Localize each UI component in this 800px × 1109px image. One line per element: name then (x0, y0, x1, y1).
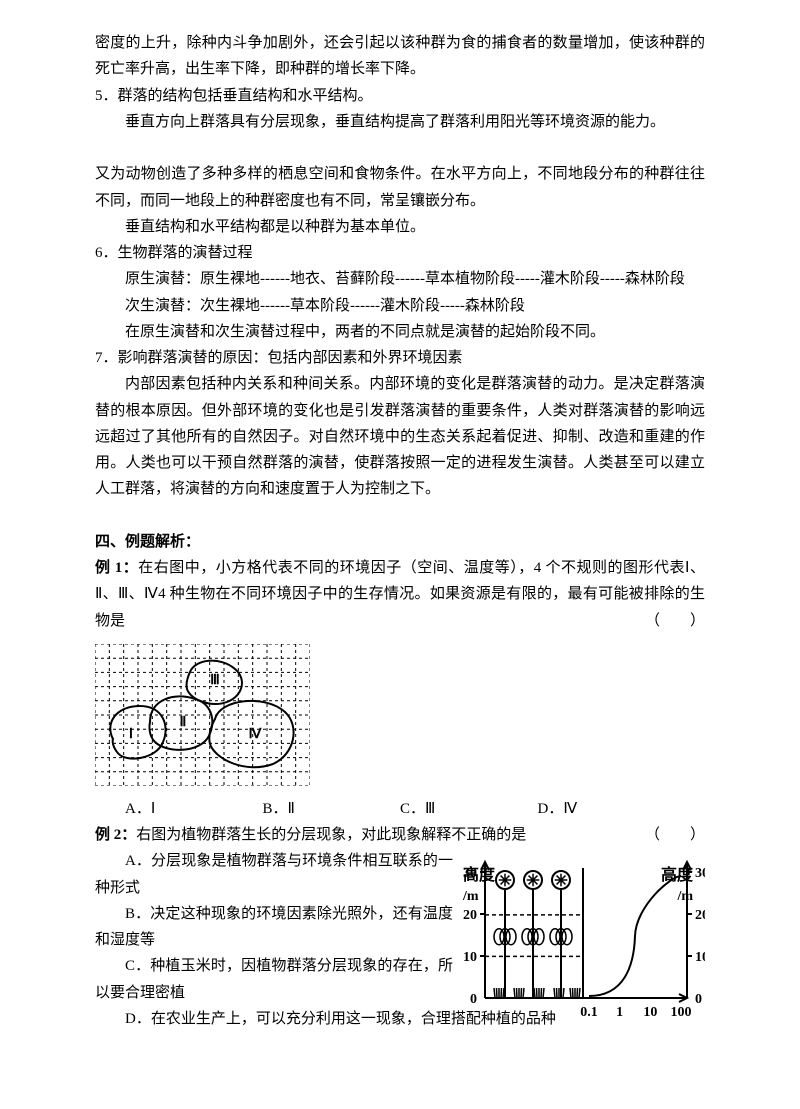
option-c: C．Ⅲ (400, 796, 538, 822)
svg-text:Ⅲ: Ⅲ (210, 673, 220, 688)
svg-text:0.1: 0.1 (580, 1005, 598, 1020)
paragraph: 次生演替：次生裸地------草本阶段------灌木阶段-----森林阶段 (95, 293, 705, 319)
svg-text:30: 30 (695, 866, 705, 881)
paragraph: 又为动物创造了多种多样的栖息空间和食物条件。在水平方向上，不同地段分布的种群往往… (95, 161, 705, 214)
svg-text:10: 10 (695, 950, 705, 965)
option-d: D．Ⅳ (538, 796, 676, 822)
svg-text:100: 100 (671, 1005, 692, 1020)
paragraph: 在原生演替和次生演替过程中，两者的不同点就是演替的起始阶段不同。 (95, 319, 705, 345)
option-a-text: A．分层现象是植物群落与环境条件相互联系的一种形式 (95, 848, 453, 901)
answer-blank: （ ） (645, 608, 705, 634)
example-2-wrap: 例 2：右图为植物群落生长的分层现象，对此现象解释不正确的是 （ ） A．分层现… (95, 822, 705, 1032)
example-text: 右图为植物群落生长的分层现象，对此现象解释不正确的是 (136, 827, 526, 843)
svg-text:/m: /m (676, 889, 693, 904)
paragraph: 原生演替：原生裸地------地衣、苔藓阶段------草本植物阶段-----灌… (95, 266, 705, 292)
svg-text:10: 10 (463, 950, 477, 965)
svg-text:1: 1 (616, 1005, 623, 1020)
example-text: 在右图中，小方格代表不同的环境因子（空间、温度等），4 个不规则的图形代表Ⅰ、Ⅱ… (95, 560, 705, 629)
svg-text:0: 0 (695, 992, 702, 1007)
section-heading: 四、例题解析： (95, 529, 705, 555)
paragraph: 垂直结构和水平结构都是以种群为基本单位。 (95, 214, 705, 240)
figure-2: 010203001020300.1110100高度/m高度/m (455, 850, 705, 1028)
heading-5: 5．群落的结构包括垂直结构和水平结构。 (95, 83, 705, 109)
svg-text:Ⅱ: Ⅱ (180, 715, 187, 730)
paragraph: 密度的上升，除种内斗争加剧外，还会引起以该种群为食的捕食者的数量增加，使该种群的… (95, 30, 705, 83)
options-row: A．Ⅰ B．Ⅱ C．Ⅲ D．Ⅳ (95, 796, 705, 822)
svg-text:10: 10 (643, 1005, 657, 1020)
option-b-text: B．决定这种现象的环境因素除光照外，还有温度和湿度等 (95, 901, 453, 954)
svg-text:高度: 高度 (661, 865, 694, 884)
heading-7: 7．影响群落演替的原因：包括内部因素和外界环境因素 (95, 345, 705, 371)
paragraph: 内部因素包括种内关系和种间关系。内部环境的变化是群落演替的动力。是决定群落演替的… (95, 371, 705, 502)
answer-blank: （ ） (645, 822, 705, 848)
figure-1: Ⅰ Ⅱ Ⅲ Ⅳ (95, 644, 705, 786)
svg-text:高度: 高度 (463, 865, 496, 884)
example-label: 例 2： (95, 827, 136, 843)
option-c-text: C．种植玉米时，因植物群落分层现象的存在，所以要合理密植 (95, 953, 453, 1006)
option-a: A．Ⅰ (125, 796, 263, 822)
svg-text:20: 20 (695, 908, 705, 923)
svg-text:0: 0 (470, 992, 477, 1007)
example-label: 例 1： (95, 560, 138, 576)
heading-6: 6．生物群落的演替过程 (95, 240, 705, 266)
example-1: 例 1：在右图中，小方格代表不同的环境因子（空间、温度等），4 个不规则的图形代… (95, 555, 705, 634)
svg-text:/m: /m (462, 889, 479, 904)
svg-text:20: 20 (463, 908, 477, 923)
paragraph: 垂直方向上群落具有分层现象，垂直结构提高了群落利用阳光等环境资源的能力。 (95, 109, 705, 135)
example-2: 例 2：右图为植物群落生长的分层现象，对此现象解释不正确的是 （ ） (95, 822, 705, 848)
svg-text:Ⅳ: Ⅳ (249, 727, 263, 742)
svg-text:Ⅰ: Ⅰ (129, 727, 133, 742)
option-b: B．Ⅱ (263, 796, 401, 822)
